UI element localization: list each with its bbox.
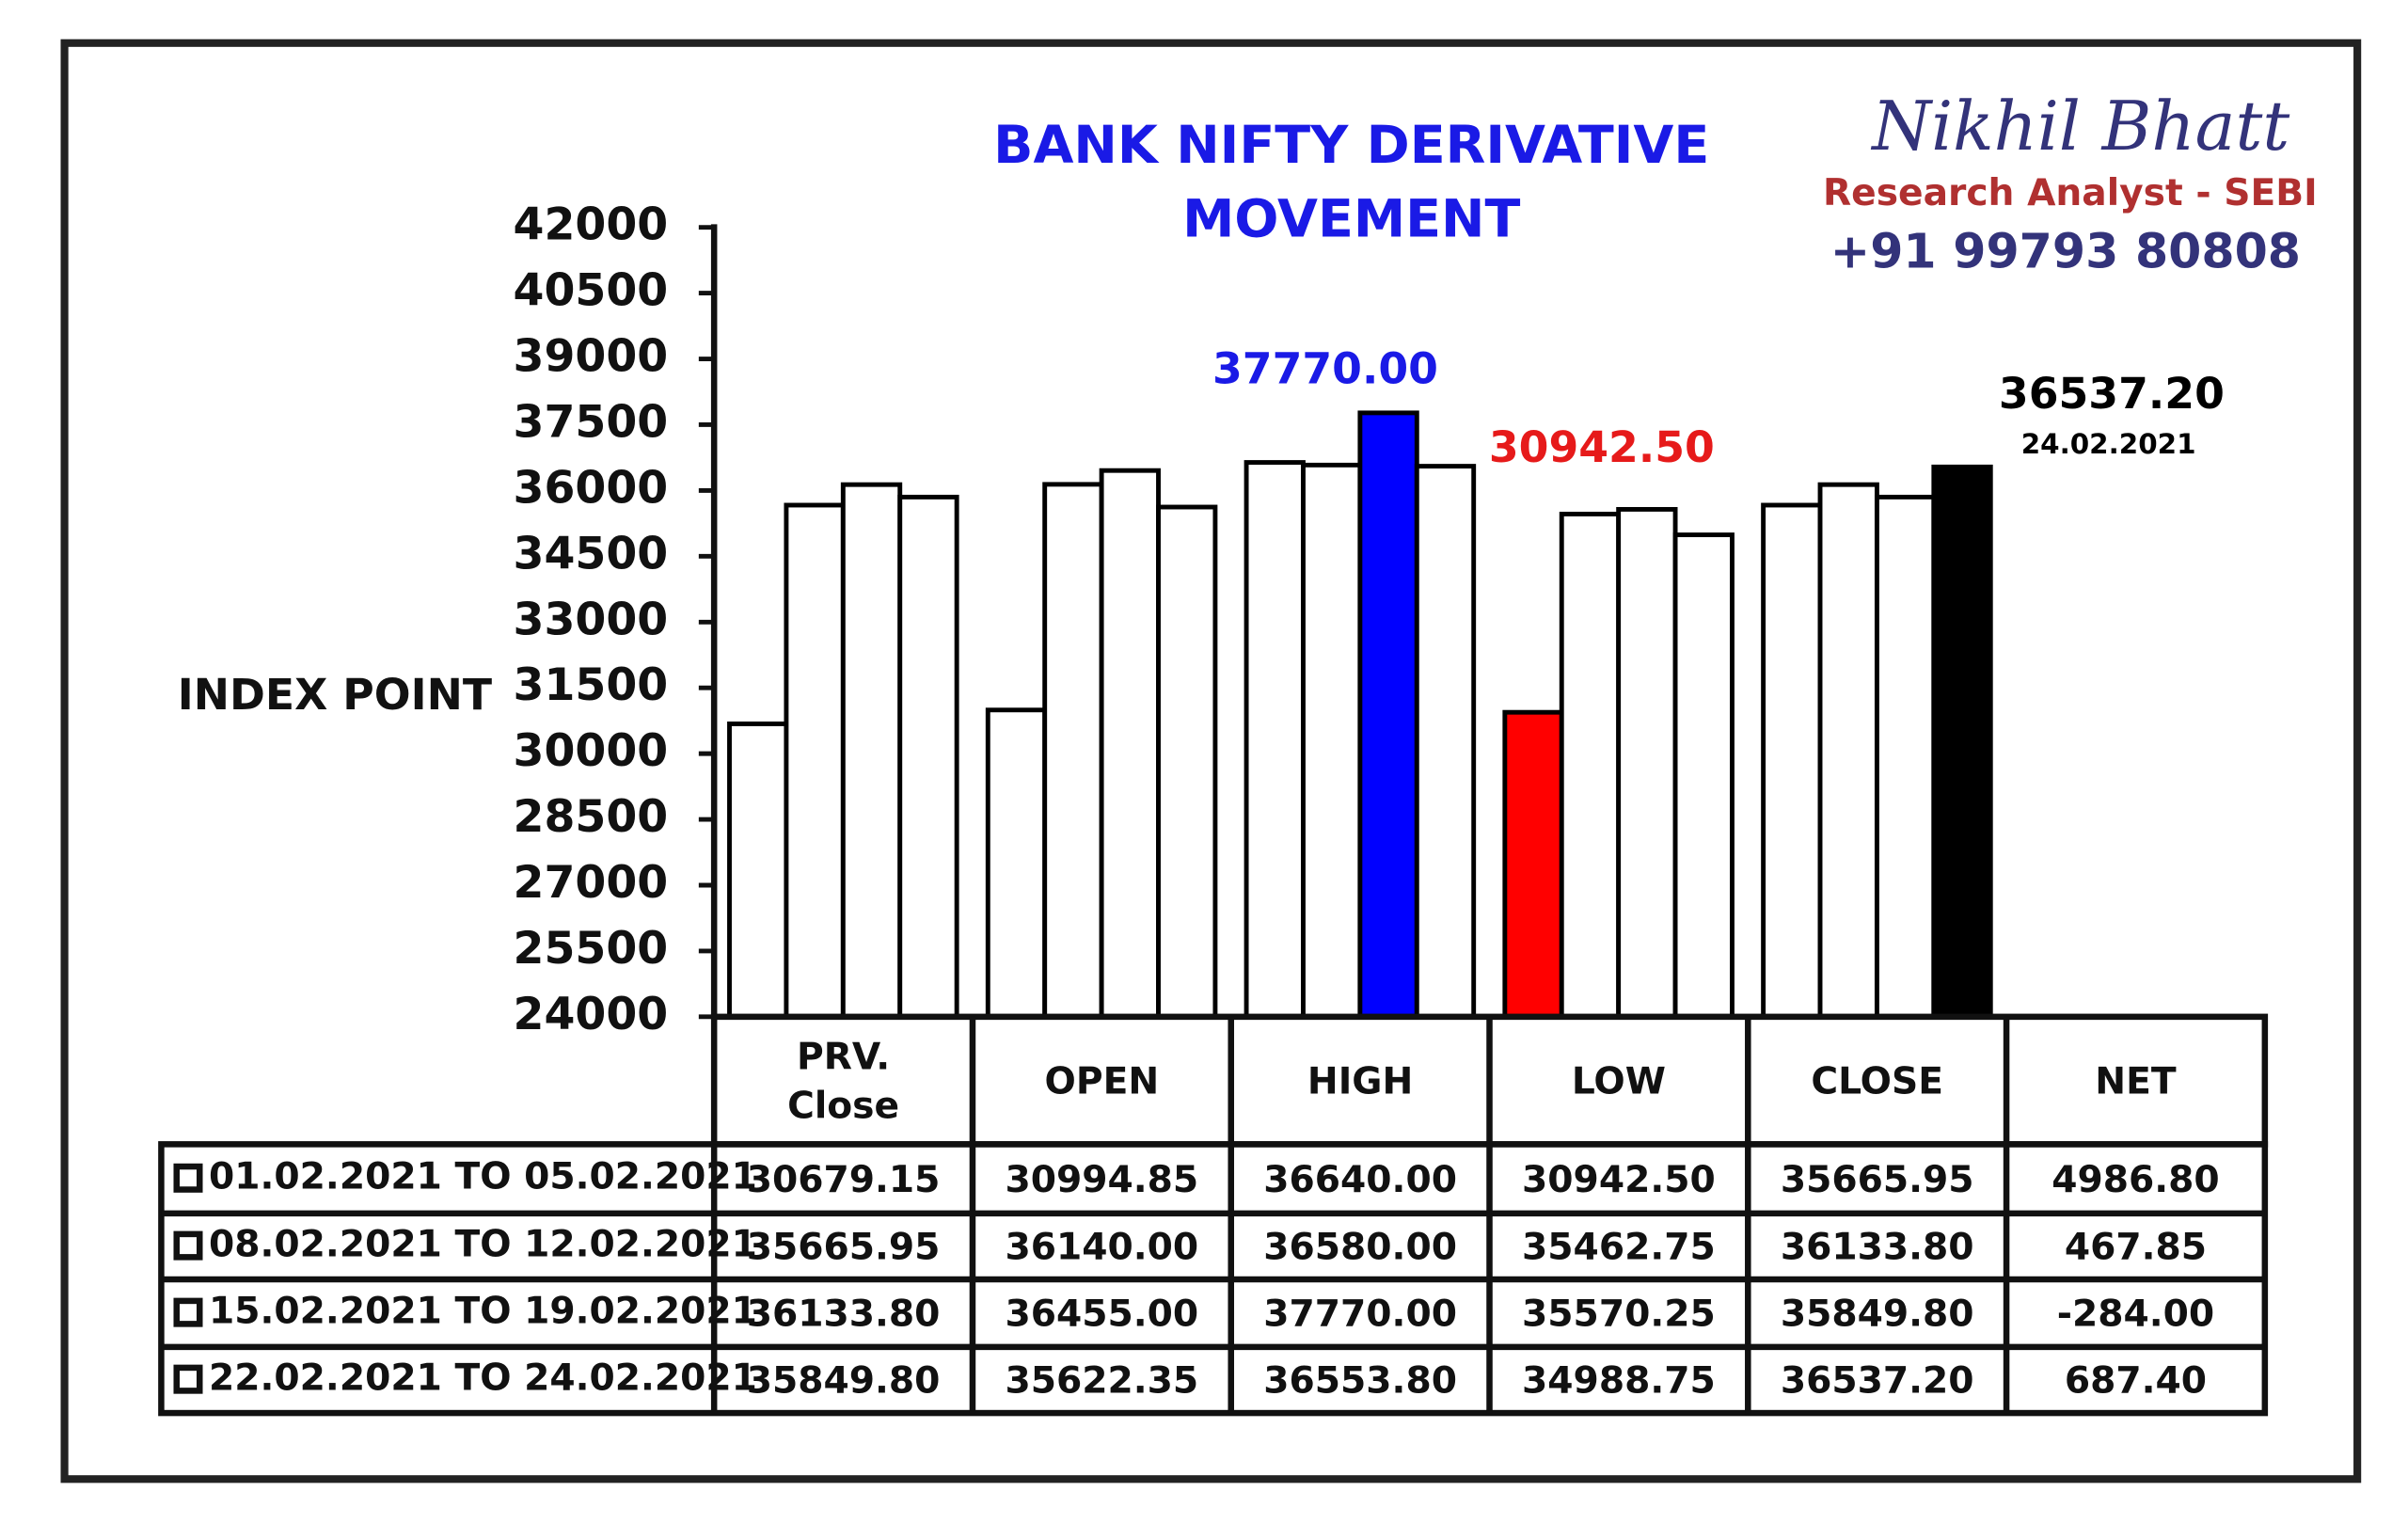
table-cell: 35849.80 <box>747 1360 941 1403</box>
brand-role: Research Analyst - SEBI <box>1823 172 2318 214</box>
table-cell: 30679.15 <box>747 1159 941 1201</box>
x-tick-label-box: OPEN <box>1044 1059 1160 1103</box>
y-tick-label: 33000 <box>514 594 669 645</box>
brand-phone: +91 99793 80808 <box>1830 224 2301 279</box>
chart-title: BANK NIFTY DERIVATIVE MOVEMENT <box>993 115 1710 251</box>
x-tick-label-box: HIGH <box>1307 1059 1414 1103</box>
legend-swatch <box>173 1163 203 1193</box>
bar <box>1301 462 1363 1020</box>
bar <box>1672 532 1735 1020</box>
bar <box>784 502 846 1020</box>
annotation: 37770.00 <box>1212 344 1438 394</box>
table-cell: 36133.80 <box>747 1293 941 1336</box>
y-tick-label: 25500 <box>514 923 669 975</box>
legend-label: 01.02.2021 TO 05.02.2021 <box>209 1156 757 1198</box>
table-cell: 34988.75 <box>1522 1360 1716 1403</box>
bar <box>1414 464 1477 1020</box>
annotation: 36537.20 <box>1999 369 2225 419</box>
y-tick-label: 34500 <box>514 528 669 579</box>
table-cell: 35622.35 <box>1006 1360 1199 1403</box>
y-tick-label: 36000 <box>514 462 669 514</box>
x-tick-label-box: LOW <box>1571 1059 1666 1103</box>
bar <box>1099 468 1161 1020</box>
bar <box>1502 709 1564 1020</box>
table-cell: 35462.75 <box>1522 1227 1716 1269</box>
y-tick-label: 42000 <box>514 199 669 251</box>
bar <box>1874 494 1937 1020</box>
legend-label: 15.02.2021 TO 19.02.2021 <box>209 1290 757 1332</box>
table-cell: 30994.85 <box>1006 1159 1199 1201</box>
legend-label: 08.02.2021 TO 12.02.2021 <box>209 1223 757 1265</box>
title-box: BANK NIFTY DERIVATIVE MOVEMENT <box>993 115 1710 251</box>
table-cell: 467.85 <box>2065 1227 2207 1269</box>
bar <box>840 482 903 1020</box>
y-tick-label: 27000 <box>514 857 669 909</box>
y-tick-label: 31500 <box>514 659 669 711</box>
y-tick-label: 37500 <box>514 396 669 448</box>
bar <box>1616 506 1678 1020</box>
y-tick-label: 40500 <box>514 265 669 317</box>
brand-name: Nikhil Bhatt <box>1870 87 2289 166</box>
legend-swatch <box>173 1364 203 1394</box>
x-tick-label: HIGH <box>1307 1059 1414 1103</box>
y-tick-label: 39000 <box>514 331 669 383</box>
table-cell: 36133.80 <box>1781 1227 1974 1269</box>
bar <box>1559 511 1622 1020</box>
bar <box>985 707 1048 1020</box>
bar <box>1357 410 1419 1020</box>
annotation: 24.02.2021 <box>2021 428 2196 460</box>
y-tick-label: 28500 <box>514 791 669 843</box>
table-cell: 35665.95 <box>747 1227 941 1269</box>
x-tick-label-box: NET <box>2095 1059 2177 1103</box>
x-tick-label: NET <box>2095 1059 2177 1103</box>
x-tick-label: OPEN <box>1044 1059 1160 1103</box>
table-cell: -284.00 <box>2057 1293 2214 1336</box>
table-cell: 36640.00 <box>1263 1159 1457 1201</box>
x-tick-label-box: PRV. Close <box>787 1035 900 1128</box>
table-cell: 36580.00 <box>1263 1227 1457 1269</box>
table-cell: 4986.80 <box>2052 1159 2219 1201</box>
table-cell: 35849.80 <box>1781 1293 1974 1336</box>
bar <box>897 494 959 1020</box>
bar <box>1244 460 1306 1020</box>
table-cell: 35665.95 <box>1781 1159 1974 1201</box>
x-tick-label: PRV. Close <box>787 1035 900 1128</box>
bar <box>727 722 789 1020</box>
bar <box>1156 504 1218 1020</box>
x-tick-label: CLOSE <box>1811 1059 1943 1103</box>
bar <box>1761 502 1823 1020</box>
x-tick-label: LOW <box>1571 1059 1666 1103</box>
x-tick-label-box: CLOSE <box>1811 1059 1943 1103</box>
y-tick-label: 30000 <box>514 725 669 777</box>
frame <box>60 39 2362 1483</box>
bar <box>1931 464 1993 1020</box>
table-cell: 36140.00 <box>1006 1227 1199 1269</box>
table-cell: 30942.50 <box>1522 1159 1716 1201</box>
annotation: 30942.50 <box>1489 422 1715 472</box>
legend-swatch <box>173 1297 203 1327</box>
y-tick-label: 24000 <box>514 989 669 1040</box>
bar <box>1042 482 1104 1020</box>
table-cell: 36553.80 <box>1263 1360 1457 1403</box>
legend-swatch <box>173 1230 203 1261</box>
table-cell: 37770.00 <box>1263 1293 1457 1336</box>
table-cell: 35570.25 <box>1522 1293 1716 1336</box>
table-cell: 36537.20 <box>1781 1360 1974 1403</box>
table-cell: 687.40 <box>2065 1360 2207 1403</box>
legend-label: 22.02.2021 TO 24.02.2021 <box>209 1357 757 1399</box>
table-cell: 36455.00 <box>1006 1293 1199 1336</box>
bar <box>1817 482 1879 1020</box>
y-axis-label: INDEX POINT <box>178 670 492 720</box>
